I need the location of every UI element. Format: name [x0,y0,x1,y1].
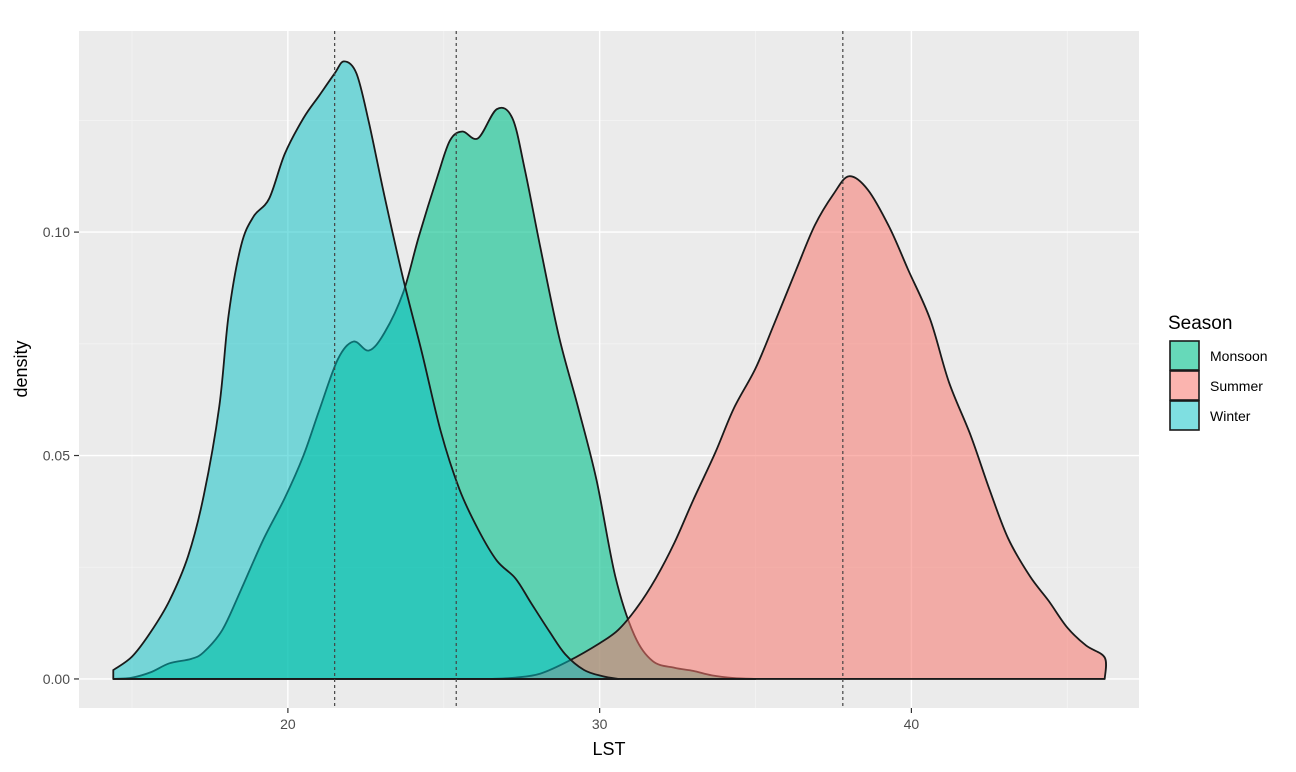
y-tick-label: 0.00 [43,671,70,687]
x-tick-label: 20 [280,716,296,732]
legend-label-summer: Summer [1210,378,1263,394]
y-tick-label: 0.05 [43,448,70,464]
legend-label-winter: Winter [1210,408,1251,424]
y-axis: 0.00 0.05 0.10 [43,224,79,687]
x-tick-label: 40 [904,716,920,732]
y-axis-title: density [11,340,31,397]
legend-label-monsoon: Monsoon [1210,348,1268,364]
legend-key-summer [1169,370,1200,401]
legend: Season Monsoon Summer Winter [1168,313,1268,431]
x-tick-label: 30 [592,716,608,732]
x-axis: 20 30 40 [280,708,919,732]
legend-key-monsoon [1169,340,1200,371]
y-tick-label: 0.10 [43,224,70,240]
density-areas [112,60,1107,680]
mean-lines [334,31,844,708]
legend-title: Season [1168,313,1232,334]
x-axis-title: LST [592,739,625,759]
density-area-summer [489,175,1107,680]
density-area-winter [112,60,620,680]
legend-key-winter [1169,400,1200,431]
